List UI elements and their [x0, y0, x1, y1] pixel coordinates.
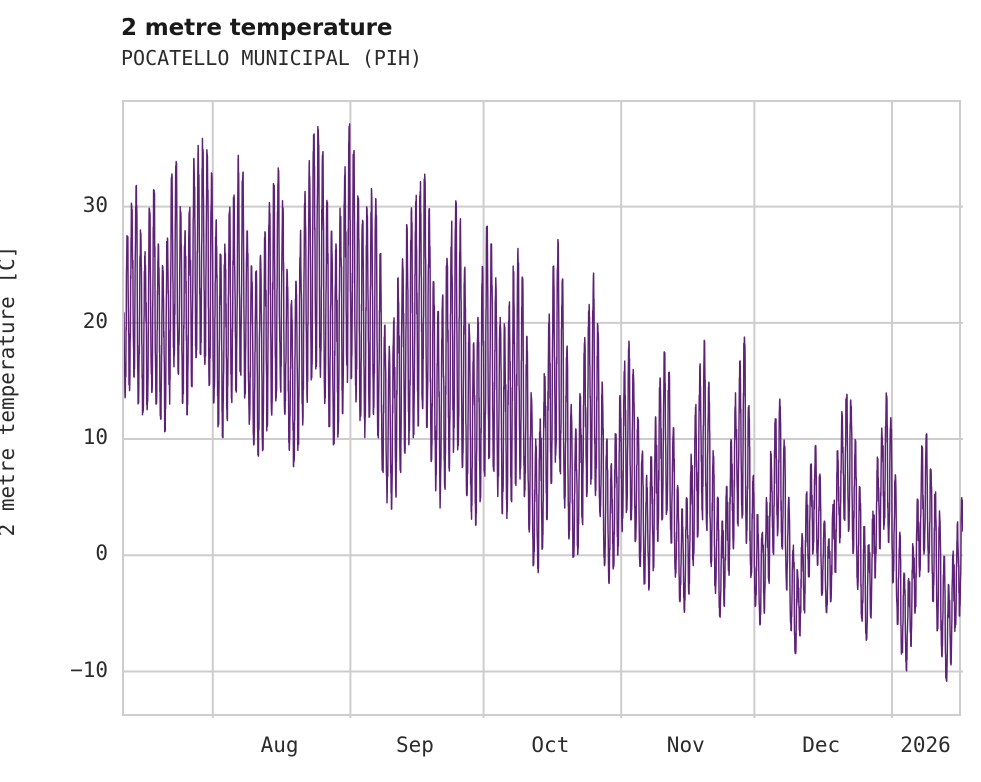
y-tick-label: −10: [70, 657, 108, 682]
y-tick-label: 20: [82, 308, 108, 333]
x-tick-label: 2026: [900, 733, 951, 757]
y-axis-label-text: 2 metre temperature [C]: [0, 245, 19, 537]
page-title: 2 metre temperature: [121, 15, 393, 41]
x-tick-label: Sep: [396, 733, 434, 757]
x-tick-label: Oct: [531, 733, 570, 757]
series-group: [124, 123, 963, 683]
x-tick-label: Nov: [666, 733, 705, 757]
y-tick-label: 0: [95, 541, 108, 566]
title-block: 2 metre temperature POCATELLO MUNICIPAL …: [121, 14, 941, 71]
x-tick-label: Aug: [260, 733, 299, 757]
y-tick-label: 10: [82, 425, 108, 450]
temperature-series-svg: [124, 102, 963, 718]
x-tick-label: Dec: [802, 733, 841, 757]
chart-subtitle: POCATELLO MUNICIPAL (PIH): [121, 46, 423, 70]
plot-area: [122, 100, 963, 718]
y-tick-label: 30: [82, 192, 108, 217]
